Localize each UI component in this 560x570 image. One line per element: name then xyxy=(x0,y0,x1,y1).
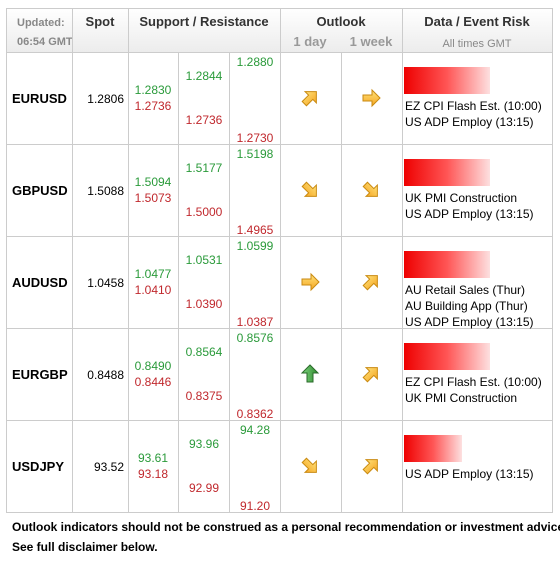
resistance: 1.5198 xyxy=(236,147,274,161)
resistance: 0.8564 xyxy=(185,345,223,359)
grid-line xyxy=(6,328,552,329)
grid-line xyxy=(6,8,7,513)
resistance: 1.0477 xyxy=(134,267,172,281)
header-bg xyxy=(6,8,552,52)
grid-line xyxy=(402,8,403,513)
footer: See full disclaimer below. xyxy=(12,540,158,554)
day-header: 1 day xyxy=(293,34,327,49)
grid-line xyxy=(341,52,342,513)
spot: 1.5088 xyxy=(87,184,124,198)
support: 0.8446 xyxy=(134,375,172,389)
grid-line xyxy=(6,236,552,237)
support: 1.2736 xyxy=(185,113,223,127)
event: UK PMI Construction xyxy=(405,191,518,205)
outlook-arrow xyxy=(362,88,381,108)
support: 1.2736 xyxy=(134,99,172,113)
grid-line xyxy=(128,8,129,513)
resistance: 94.28 xyxy=(239,423,271,437)
resistance: 0.8576 xyxy=(236,331,274,345)
resistance: 93.61 xyxy=(137,451,169,465)
support: 1.4965 xyxy=(236,223,274,237)
support: 1.5000 xyxy=(185,205,223,219)
support: 1.0390 xyxy=(185,297,223,311)
event-bar xyxy=(404,343,490,370)
resistance: 1.2830 xyxy=(134,83,172,97)
week-header: 1 week xyxy=(349,34,393,49)
grid-line xyxy=(552,8,553,513)
times-header: All times GMT xyxy=(442,38,512,50)
outlook-arrow xyxy=(362,181,378,197)
resistance: 93.96 xyxy=(188,437,220,451)
event-bar xyxy=(404,67,490,94)
grid-line xyxy=(280,8,281,513)
spot: 0.8488 xyxy=(87,368,124,382)
spot: 1.0458 xyxy=(87,276,124,290)
outlook-arrow xyxy=(362,275,378,291)
support: 92.99 xyxy=(188,481,220,495)
updated-label: Updated: xyxy=(17,17,65,29)
pair: EURUSD xyxy=(12,91,67,106)
grid-line xyxy=(6,144,552,145)
grid-line xyxy=(6,512,552,513)
resistance: 1.0531 xyxy=(185,253,223,267)
event-header: Data / Event Risk xyxy=(424,14,530,29)
event: AU Retail Sales (Thur) xyxy=(405,283,526,297)
outlook-arrow xyxy=(301,181,317,197)
event: EZ CPI Flash Est. (10:00) xyxy=(405,99,542,113)
pair: GBPUSD xyxy=(12,183,68,198)
grid-line xyxy=(72,8,73,513)
outlook-arrow xyxy=(300,364,320,383)
pair: USDJPY xyxy=(12,459,65,474)
outlook-arrow xyxy=(301,272,320,292)
support: 0.8375 xyxy=(185,389,223,403)
pair: AUDUSD xyxy=(12,275,68,290)
resistance: 0.8490 xyxy=(134,359,172,373)
event: EZ CPI Flash Est. (10:00) xyxy=(405,375,542,389)
grid-line xyxy=(128,30,129,52)
spot-header: Spot xyxy=(85,14,115,29)
event: US ADP Employ (13:15) xyxy=(405,315,534,329)
resistance: 1.2844 xyxy=(185,69,223,83)
footer: Outlook indicators should not be constru… xyxy=(12,520,560,534)
outlook-header: Outlook xyxy=(316,14,366,29)
support: 0.8362 xyxy=(236,407,274,421)
pair: EURGBP xyxy=(12,367,68,382)
event: US ADP Employ (13:15) xyxy=(405,115,534,129)
event-bar xyxy=(404,251,490,278)
grid-line xyxy=(6,420,552,421)
support: 1.0387 xyxy=(236,315,274,329)
spot: 93.52 xyxy=(93,460,124,474)
event: US ADP Employ (13:15) xyxy=(405,467,534,481)
resistance: 1.5094 xyxy=(134,175,172,189)
grid-line xyxy=(178,52,179,513)
support: 93.18 xyxy=(137,467,169,481)
support: 1.2730 xyxy=(236,131,274,145)
event: AU Building App (Thur) xyxy=(405,299,528,313)
grid-line xyxy=(229,52,230,513)
event-bar xyxy=(404,159,490,186)
grid-line xyxy=(6,52,552,53)
outlook-arrow xyxy=(301,91,317,107)
outlook-arrow xyxy=(362,459,378,475)
event-bar xyxy=(404,435,462,462)
outlook-arrow xyxy=(301,457,317,473)
updated-time: 06:54 GMT xyxy=(17,36,73,48)
event: UK PMI Construction xyxy=(405,391,518,405)
outlook-arrow xyxy=(362,367,378,383)
resistance: 1.5177 xyxy=(185,161,223,175)
support: 1.5073 xyxy=(134,191,172,205)
support: 1.0410 xyxy=(134,283,172,297)
support: 91.20 xyxy=(239,499,271,513)
resistance: 1.2880 xyxy=(236,55,274,69)
event: US ADP Employ (13:15) xyxy=(405,207,534,221)
sr-header: Support / Resistance xyxy=(139,14,269,29)
resistance: 1.0599 xyxy=(236,239,274,253)
spot: 1.2806 xyxy=(87,92,124,106)
grid-line xyxy=(6,8,552,9)
